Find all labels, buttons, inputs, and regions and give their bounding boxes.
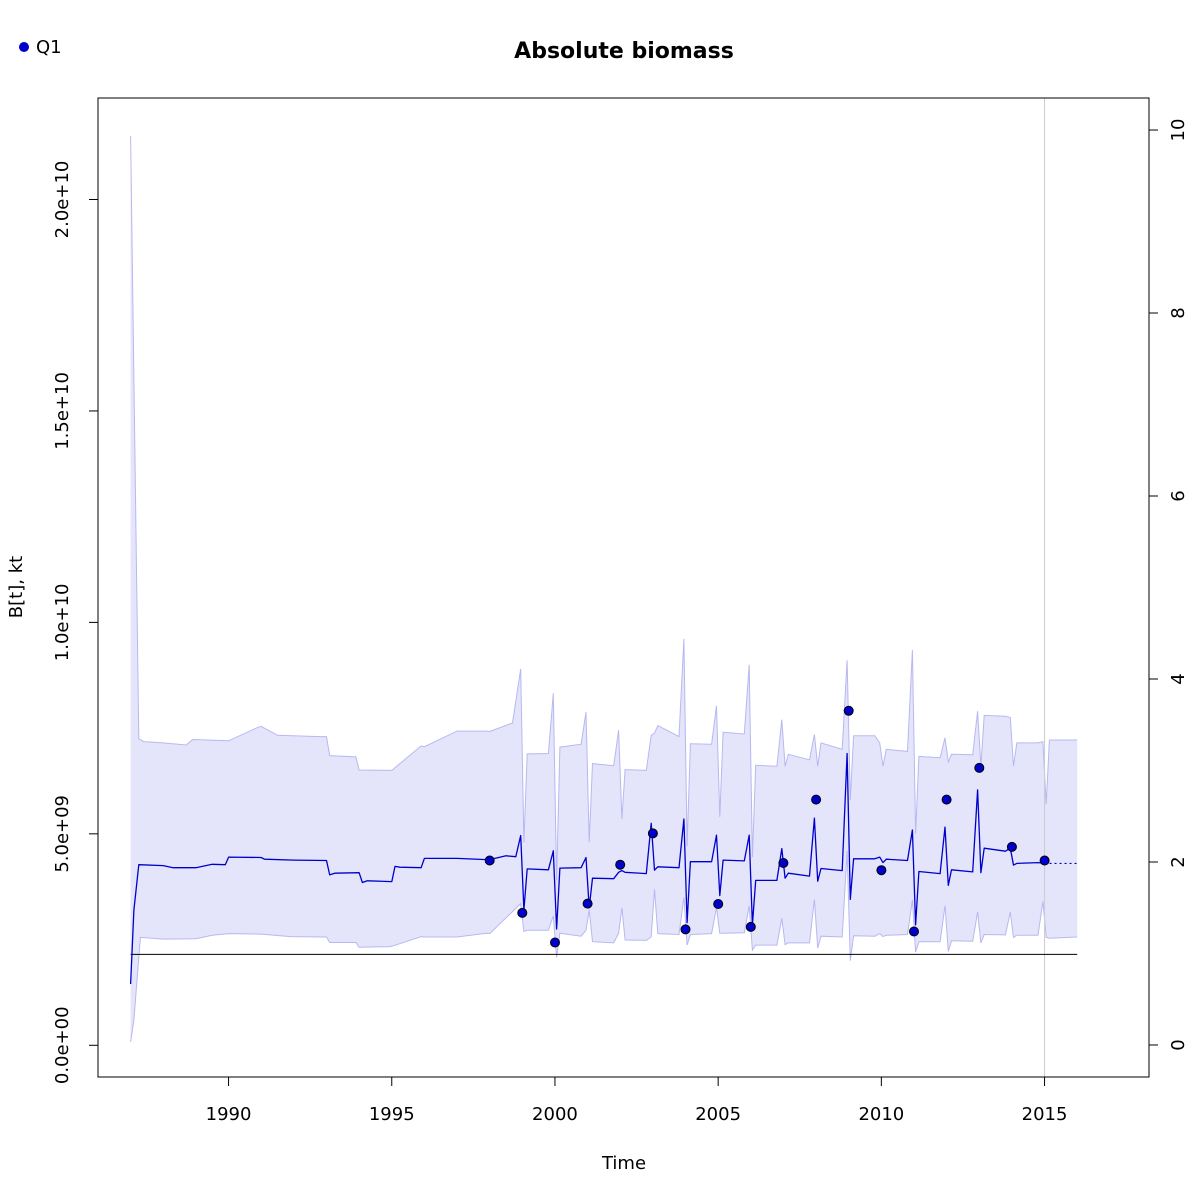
y-tick-label: 5.0e+09	[52, 795, 73, 873]
y-tick-label: 0.0e+00	[52, 1006, 73, 1084]
y-tick-label: 1.0e+10	[52, 584, 73, 662]
q1-point	[582, 898, 593, 909]
y-tick-label: 1.5e+10	[52, 372, 73, 450]
q1-point	[550, 937, 560, 948]
y-axis-label: B[t], kt	[6, 556, 27, 618]
q1-point	[909, 926, 919, 937]
y2-tick-label: 8	[1168, 307, 1189, 318]
chart-title: Absolute biomass	[514, 39, 734, 64]
legend-q1-label: Q1	[36, 37, 62, 58]
x-tick-label: 1995	[369, 1104, 415, 1125]
x-tick-label: 2015	[1022, 1104, 1068, 1125]
q1-points	[484, 705, 1050, 948]
y2-tick-label: 0	[1168, 1039, 1189, 1050]
y2-tick-label: 10	[1168, 119, 1189, 142]
y2-tick-label: 4	[1168, 673, 1189, 684]
axes: 1990 1995 2000 2005 2010 20150.0e+005.0e+091.…	[52, 119, 1189, 1125]
x-axis-label: Time	[601, 1153, 646, 1174]
lower-bound-line	[130, 850, 1078, 1042]
q1-point	[876, 865, 887, 876]
q1-point	[745, 921, 756, 932]
y2-tick-label: 2	[1168, 856, 1189, 867]
y2-tick-label: 6	[1168, 490, 1189, 501]
confidence-band	[130, 136, 1078, 1042]
q1-point	[484, 855, 495, 866]
biomass-line	[129, 752, 1045, 985]
q1-point	[647, 828, 658, 839]
q1-point	[713, 899, 724, 909]
q1-point	[974, 762, 985, 773]
q1-point	[843, 705, 854, 716]
legend: Q1	[19, 37, 62, 58]
y-tick-label: 2.0e+10	[52, 161, 73, 239]
upper-bound-line	[130, 136, 1078, 881]
q1-point	[811, 794, 822, 805]
x-tick-label: 2010	[858, 1104, 904, 1125]
x-tick-label: 2005	[695, 1104, 741, 1125]
q1-point	[1006, 841, 1017, 852]
x-tick-label: 2000	[532, 1104, 578, 1125]
series-lines	[129, 98, 1078, 1077]
q1-point	[941, 794, 952, 805]
q1-point	[778, 858, 789, 868]
legend-q1-marker	[19, 42, 29, 52]
q1-point	[517, 907, 528, 918]
x-tick-label: 1990	[206, 1104, 252, 1125]
q1-point	[615, 859, 626, 870]
confidence-band-area	[130, 136, 1078, 1042]
q1-point	[1039, 855, 1050, 866]
q1-point	[680, 924, 691, 935]
